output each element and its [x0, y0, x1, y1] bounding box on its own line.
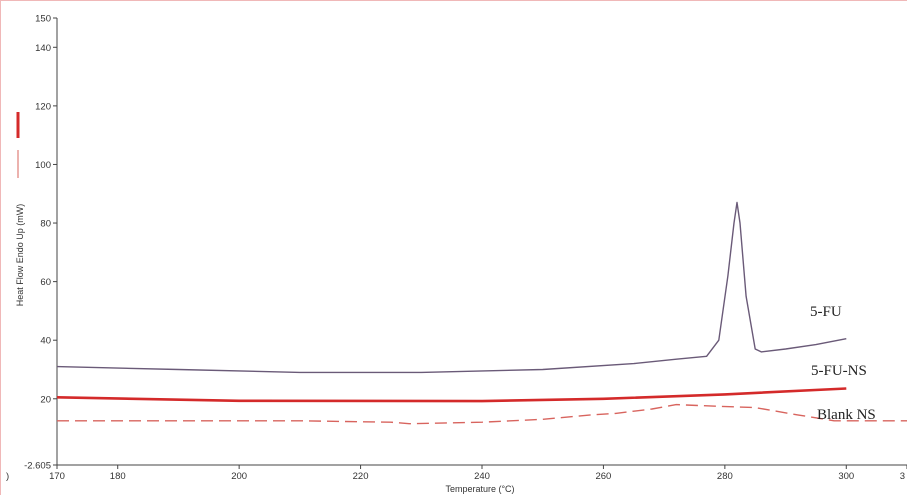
- x-tick-label: 200: [231, 471, 247, 482]
- y-tick-label: 140: [35, 43, 51, 54]
- x-tick-label: 240: [474, 471, 490, 482]
- left-edge-label: ): [6, 471, 9, 482]
- series-line-5-fu: [56, 201, 847, 374]
- x-ticks: 170 180 200 220 240 260 280 300 3: [49, 465, 907, 482]
- y-tick-label: 60: [40, 277, 51, 288]
- y-tick-label: 120: [35, 101, 51, 112]
- series-line-5-fu-ns: [56, 387, 847, 403]
- y-tick-label: 150: [35, 14, 51, 25]
- x-tick-label: 180: [110, 471, 126, 482]
- series-label-5-fu-ns: 5-FU-NS: [811, 363, 867, 379]
- y-ticks: -2.605 20 40 60 80 100 120 140 150: [24, 14, 57, 472]
- series-layer: [56, 201, 907, 425]
- y-tick-label: 100: [35, 160, 51, 171]
- x-tick-label: 280: [717, 471, 733, 482]
- y-tick-label: 40: [40, 336, 51, 347]
- series-line-blank-ns: [57, 403, 907, 425]
- y-tick-label: -2.605: [24, 461, 51, 472]
- x-tick-label: 220: [353, 471, 369, 482]
- x-tick-label: 300: [838, 471, 854, 482]
- series-label-blank-ns: Blank NS: [817, 407, 876, 423]
- x-tick-label: 3: [900, 471, 905, 482]
- x-tick-label: 260: [595, 471, 611, 482]
- y-axis-label: Heat Flow Endo Up (mW): [15, 204, 25, 307]
- x-axis-label: Temperature (°C): [445, 484, 514, 494]
- x-tick-label: 170: [49, 471, 65, 482]
- y-tick-label: 80: [40, 219, 51, 230]
- y-tick-label: 20: [40, 394, 51, 405]
- series-label-5-fu: 5-FU: [810, 304, 842, 320]
